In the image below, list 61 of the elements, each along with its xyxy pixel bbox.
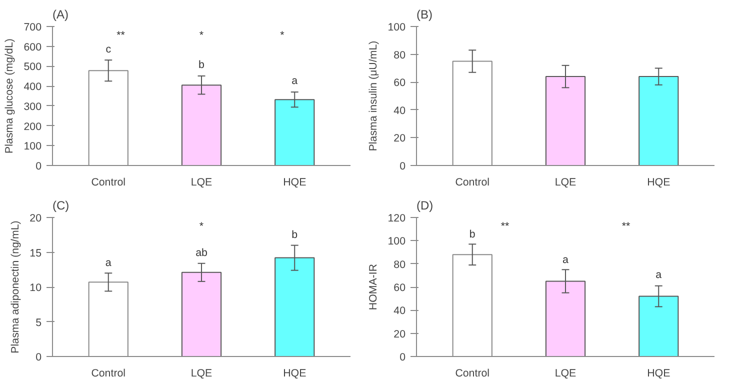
y-tick-label: 120 (388, 212, 406, 224)
x-tick-label: LQE (190, 176, 212, 188)
annotation: ab (196, 247, 208, 260)
x-tick-label: Control (91, 368, 126, 380)
annotation: c (106, 43, 112, 56)
x-tick-label: Control (91, 176, 126, 188)
annotation: a (562, 254, 569, 266)
y-tick-label: 20 (394, 132, 406, 145)
chart-title: (B) (416, 8, 432, 22)
chart-title: (C) (52, 198, 70, 212)
x-tick-label: Control (455, 176, 490, 188)
x-tick-label: LQE (554, 176, 576, 188)
y-tick-label: 60 (394, 77, 406, 90)
annotation: b (469, 228, 476, 241)
annotation: b (198, 59, 205, 72)
x-tick-label: Control (455, 368, 490, 380)
y-tick-label: 0 (36, 352, 42, 364)
y-tick-label: 300 (24, 100, 42, 113)
y-tick-label: 200 (24, 120, 42, 133)
y-tick-label: 100 (388, 22, 406, 34)
y-tick-label: 500 (24, 61, 42, 74)
y-tick-label: 0 (400, 352, 406, 364)
x-tick-label: HQE (283, 176, 306, 188)
annotation: b (292, 229, 298, 242)
y-axis-title: Plasma insulin (μU/mL) (368, 40, 380, 152)
y-tick-label: 15 (30, 247, 42, 260)
y-tick-label: 40 (394, 104, 406, 117)
x-tick-label: LQE (554, 368, 576, 380)
y-tick-label: 600 (24, 41, 42, 54)
y-tick-label: 20 (30, 212, 42, 224)
annotation: a (656, 269, 662, 282)
y-tick-label: 80 (394, 258, 406, 271)
annotation: a (292, 75, 298, 88)
annotation: a (105, 256, 112, 269)
y-tick-label: 100 (24, 140, 42, 153)
y-tick-label: 80 (394, 49, 406, 62)
x-tick-label: LQE (190, 368, 212, 380)
x-tick-label: HQE (283, 368, 306, 380)
y-tick-label: 0 (36, 160, 42, 172)
y-tick-label: 0 (400, 160, 406, 172)
annotation: ** (622, 220, 630, 232)
y-axis-title: Plasma adiponectin (ng/mL) (10, 220, 22, 354)
chart-title: (A) (52, 8, 68, 22)
annotation: ** (116, 29, 125, 42)
annotation: * (199, 29, 204, 42)
annotation: * (280, 29, 284, 42)
y-tick-label: 20 (394, 328, 406, 340)
y-axis-title: HOMA-IR (368, 264, 380, 310)
y-axis-title: Plasma glucose (mg/dL) (4, 38, 16, 154)
y-tick-label: 10 (30, 282, 42, 294)
y-tick-label: 100 (388, 236, 406, 248)
y-tick-label: 700 (24, 22, 42, 34)
chart-title: (D) (416, 198, 434, 212)
annotation: * (199, 220, 204, 232)
annotation: ** (500, 220, 510, 232)
y-tick-label: 40 (394, 305, 406, 318)
y-tick-label: 5 (36, 316, 42, 329)
y-tick-label: 60 (394, 282, 406, 294)
x-tick-label: HQE (647, 176, 670, 188)
y-tick-label: 400 (24, 81, 42, 94)
x-tick-label: HQE (647, 368, 670, 380)
